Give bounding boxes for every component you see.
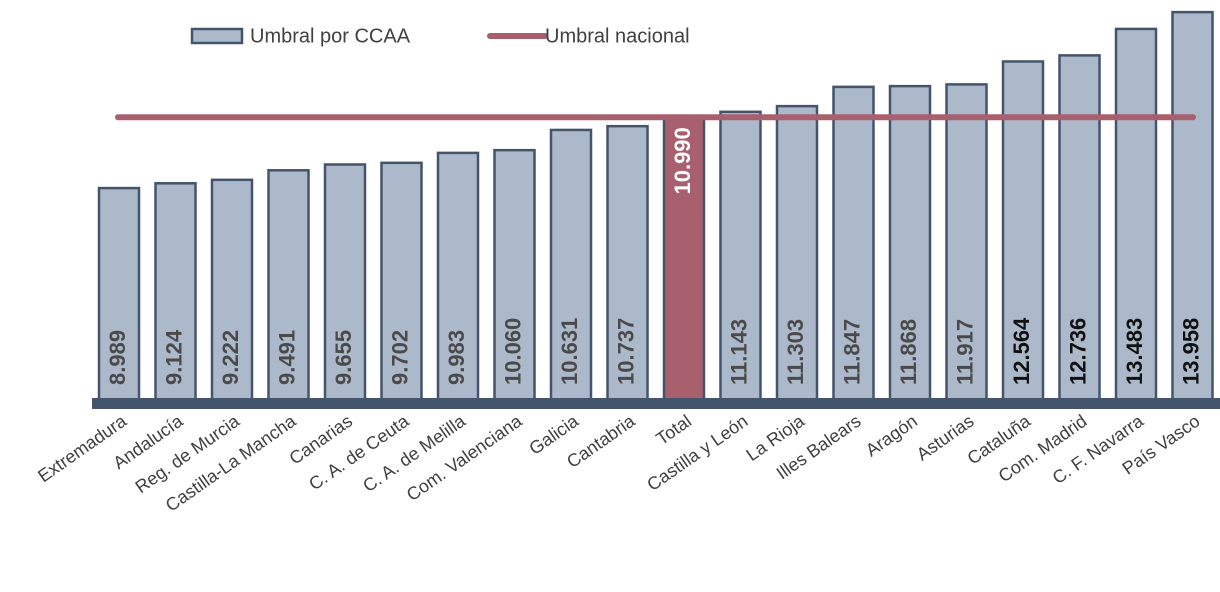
value-label: 9.222 bbox=[218, 330, 243, 385]
value-label: 11.847 bbox=[839, 319, 864, 385]
value-label: 13.958 bbox=[1178, 318, 1203, 385]
legend-swatch-bar bbox=[190, 27, 244, 45]
bar bbox=[832, 85, 875, 405]
bar bbox=[888, 84, 932, 405]
bar bbox=[662, 115, 706, 405]
value-label: 9.702 bbox=[387, 330, 412, 385]
value-label: 10.631 bbox=[557, 318, 582, 385]
value-label: 8.989 bbox=[105, 330, 130, 385]
value-label: 12.736 bbox=[1065, 318, 1090, 385]
value-label: 10.990 bbox=[670, 127, 695, 194]
x-axis bbox=[92, 398, 1220, 409]
value-label: 10.060 bbox=[500, 318, 525, 385]
value-label: 9.124 bbox=[161, 329, 186, 385]
value-label: 12.564 bbox=[1009, 317, 1034, 385]
value-label: 11.143 bbox=[726, 319, 751, 385]
x-tick-label: Aragón bbox=[862, 411, 921, 461]
value-label: 9.983 bbox=[444, 330, 469, 385]
bar bbox=[436, 151, 480, 405]
x-tick-label: Total bbox=[652, 411, 695, 449]
value-label: 11.868 bbox=[896, 319, 921, 385]
bar bbox=[1114, 27, 1158, 405]
value-label: 13.483 bbox=[1122, 318, 1147, 385]
bar bbox=[549, 128, 593, 405]
bar bbox=[210, 178, 254, 405]
bar bbox=[1058, 54, 1101, 405]
legend-label: Umbral por CCAA bbox=[250, 25, 411, 47]
x-tick-label: Castilla y León bbox=[643, 411, 751, 495]
x-tick-label: Extremadura bbox=[34, 410, 131, 486]
value-label: 9.491 bbox=[274, 330, 299, 385]
value-label: 10.737 bbox=[613, 318, 638, 385]
value-label: 9.655 bbox=[331, 330, 356, 385]
value-label: 11.917 bbox=[952, 319, 977, 385]
bar bbox=[323, 163, 367, 405]
bar bbox=[719, 110, 762, 405]
bar bbox=[154, 182, 197, 405]
value-label: 11.303 bbox=[783, 319, 808, 385]
legend-label: Umbral nacional bbox=[545, 25, 690, 47]
